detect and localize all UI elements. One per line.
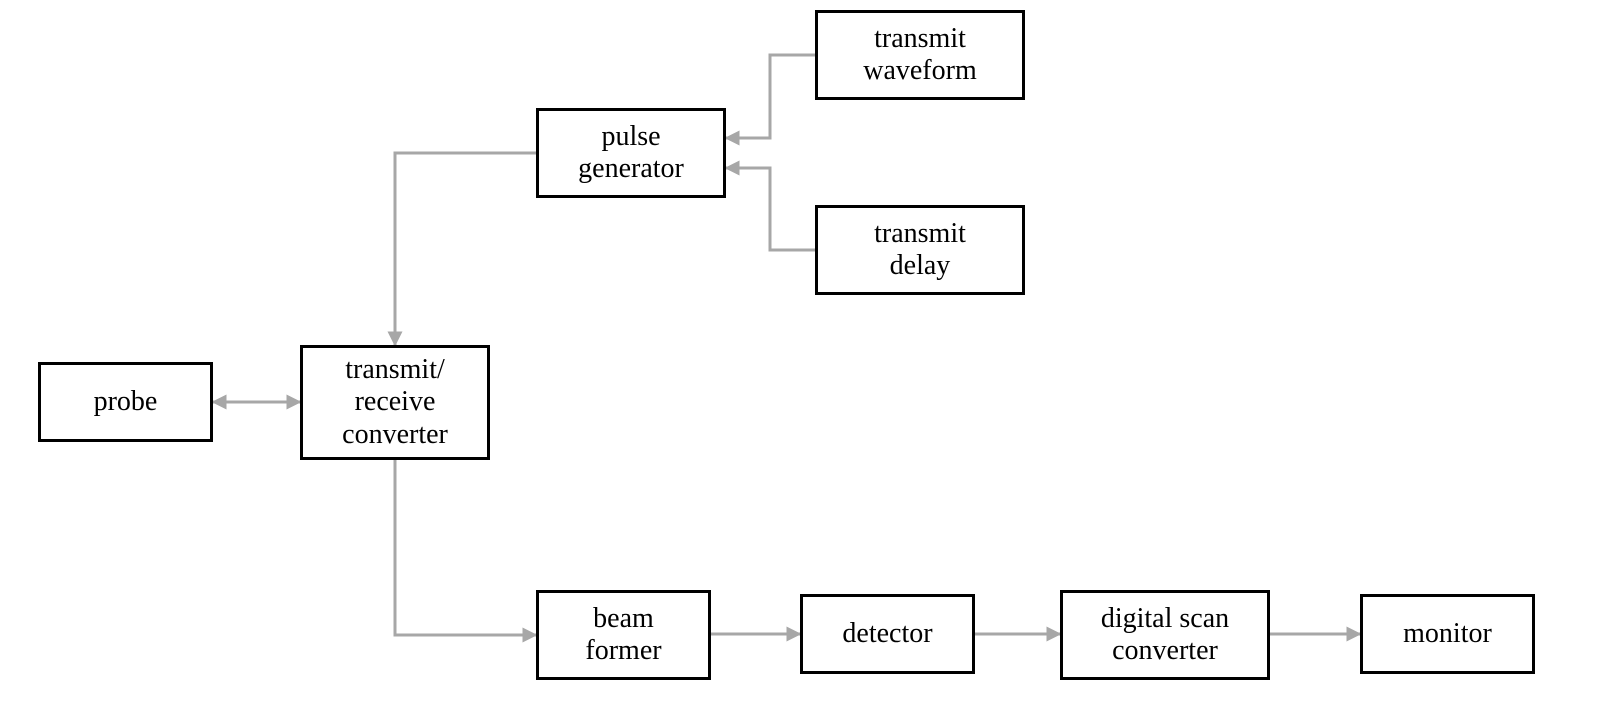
node-label: transmit/receiveconverter (342, 354, 448, 451)
node-pulse_generator: pulsegenerator (536, 108, 726, 198)
node-monitor: monitor (1360, 594, 1535, 674)
diagram-canvas: transmitwaveform pulsegenerator transmitde… (0, 0, 1614, 726)
edge-transmit_waveform-to-pulse_generator (726, 55, 815, 138)
node-dsc: digital scanconverter (1060, 590, 1270, 680)
node-label: transmitdelay (874, 218, 966, 282)
node-label: digital scanconverter (1101, 603, 1229, 667)
node-transmit_delay: transmitdelay (815, 205, 1025, 295)
node-label: beamformer (585, 603, 661, 667)
node-label: detector (842, 618, 932, 650)
node-beam_former: beamformer (536, 590, 711, 680)
edge-tr_converter-to-beam_former (395, 460, 536, 635)
node-label: pulsegenerator (578, 121, 684, 185)
edge-pulse_generator-to-tr_converter (395, 153, 536, 345)
node-label: monitor (1403, 618, 1492, 650)
node-transmit_waveform: transmitwaveform (815, 10, 1025, 100)
node-probe: probe (38, 362, 213, 442)
node-detector: detector (800, 594, 975, 674)
node-tr_converter: transmit/receiveconverter (300, 345, 490, 460)
node-label: transmitwaveform (863, 23, 977, 87)
node-label: probe (94, 386, 158, 418)
edge-transmit_delay-to-pulse_generator (726, 168, 815, 250)
